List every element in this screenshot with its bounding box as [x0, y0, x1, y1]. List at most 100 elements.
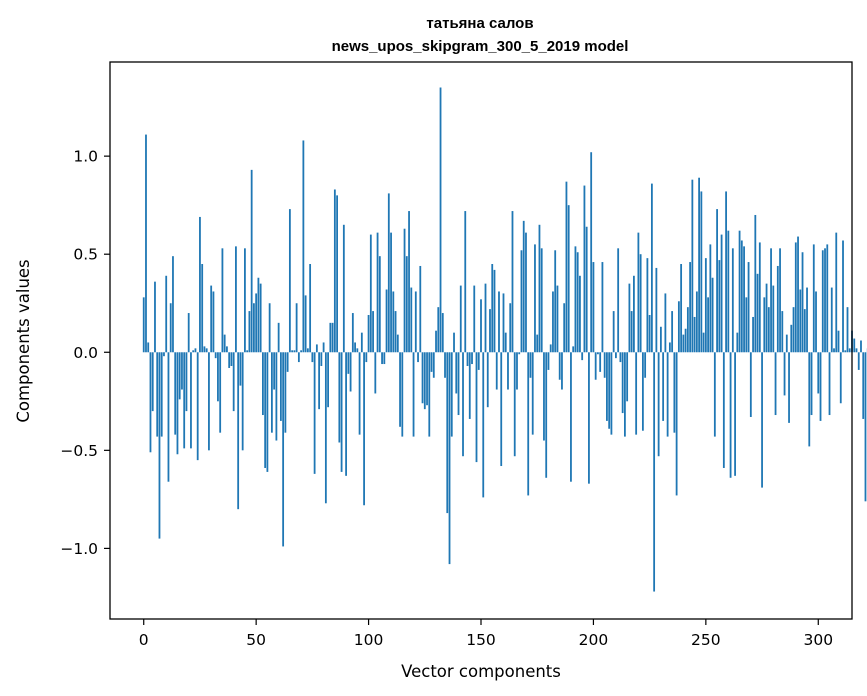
bar-100 — [367, 315, 370, 353]
bar-197 — [585, 226, 588, 353]
bar-180 — [547, 352, 550, 370]
bar-136 — [448, 352, 451, 565]
bar-8 — [160, 352, 163, 437]
bar-300 — [817, 352, 820, 394]
bar-6 — [156, 352, 159, 437]
bar-248 — [700, 191, 703, 353]
bar-159 — [500, 352, 503, 467]
y-tick-label: 0.0 — [73, 344, 98, 362]
bar-40 — [232, 352, 235, 412]
bar-122 — [417, 352, 419, 363]
bar-143 — [464, 211, 467, 353]
bar-108 — [385, 289, 388, 353]
bar-186 — [561, 352, 563, 390]
bar-90 — [345, 352, 347, 476]
bar-219 — [635, 352, 638, 435]
bar-51 — [257, 277, 260, 353]
bar-252 — [709, 244, 712, 353]
bar-278 — [767, 307, 770, 353]
bar-258 — [722, 352, 725, 468]
bar-232 — [664, 293, 667, 353]
x-tick-label: 300 — [803, 631, 833, 649]
bar-106 — [381, 352, 383, 365]
bar-298 — [812, 244, 815, 353]
bar-225 — [648, 315, 651, 353]
bar-220 — [637, 232, 640, 353]
bar-87 — [338, 352, 341, 443]
bar-168 — [520, 250, 523, 353]
bar-187 — [563, 303, 566, 353]
bar-229 — [657, 352, 660, 457]
bar-294 — [803, 309, 806, 353]
bar-210 — [615, 352, 617, 359]
bar-147 — [473, 285, 476, 353]
bar-53 — [262, 352, 264, 416]
bar-19 — [185, 352, 188, 412]
bar-110 — [390, 232, 392, 353]
bar-299 — [815, 291, 817, 353]
bar-5 — [154, 281, 156, 353]
bar-268 — [745, 297, 748, 353]
bar-117 — [405, 256, 408, 353]
bar-214 — [624, 352, 626, 437]
bar-103 — [374, 352, 377, 394]
bar-279 — [770, 248, 772, 353]
bar-244 — [691, 179, 694, 353]
bar-33 — [217, 352, 219, 402]
bar-38 — [228, 352, 231, 368]
bar-245 — [693, 316, 696, 353]
y-axis-label: Components values — [14, 259, 33, 422]
bar-43 — [239, 352, 242, 386]
bar-102 — [372, 311, 374, 353]
bar-192 — [574, 246, 577, 353]
bar-221 — [639, 254, 642, 353]
bar-230 — [659, 326, 662, 353]
bar-88 — [340, 352, 343, 472]
bar-193 — [576, 252, 579, 353]
x-tick-label: 100 — [354, 631, 384, 649]
bar-292 — [799, 289, 802, 353]
bar-46 — [246, 350, 249, 353]
bar-39 — [230, 352, 233, 366]
bar-297 — [810, 352, 813, 416]
bar-320 — [862, 352, 865, 419]
bar-310 — [839, 352, 842, 404]
bar-182 — [552, 291, 554, 353]
bar-139 — [455, 352, 458, 394]
x-tick-label: 150 — [466, 631, 496, 649]
x-axis-label: Vector components — [401, 662, 561, 681]
bar-41 — [235, 246, 237, 353]
bar-140 — [457, 352, 460, 416]
bar-305 — [828, 352, 831, 416]
bar-223 — [644, 352, 647, 378]
bar-308 — [835, 232, 838, 353]
bar-105 — [378, 256, 381, 353]
bar-237 — [675, 352, 678, 496]
bar-83 — [329, 322, 332, 353]
x-tick-label: 250 — [691, 631, 721, 649]
chart-title: татьяна салов — [426, 15, 533, 32]
bar-255 — [716, 209, 718, 353]
bar-198 — [588, 352, 590, 484]
bar-318 — [857, 352, 860, 370]
bar-137 — [450, 352, 453, 437]
bar-3 — [149, 352, 152, 453]
bar-67 — [293, 350, 296, 353]
bar-157 — [495, 352, 498, 390]
bar-291 — [797, 236, 799, 353]
bar-24 — [196, 352, 199, 461]
bar-50 — [255, 293, 258, 353]
bar-133 — [441, 313, 444, 353]
bar-241 — [684, 328, 687, 353]
bar-199 — [590, 152, 593, 353]
bar-212 — [619, 352, 622, 363]
bar-163 — [509, 303, 512, 353]
bar-95 — [356, 348, 359, 353]
bar-283 — [779, 248, 781, 353]
bar-313 — [846, 307, 849, 353]
bar-54 — [264, 352, 267, 468]
bar-66 — [291, 350, 294, 353]
bar-281 — [774, 352, 777, 416]
bar-154 — [489, 309, 491, 353]
bar-112 — [394, 311, 397, 353]
